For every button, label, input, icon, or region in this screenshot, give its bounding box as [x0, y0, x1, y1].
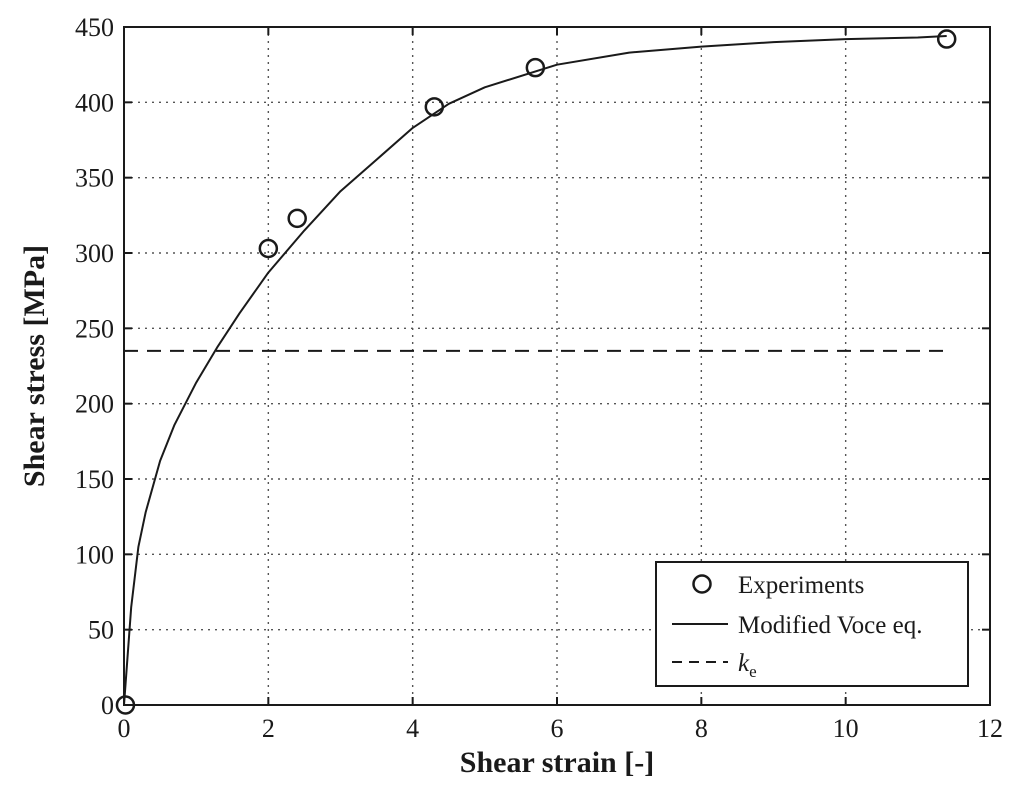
x-tick-label-2: 2 — [262, 714, 275, 743]
x-tick-label-10: 10 — [833, 714, 859, 743]
y-axis-label: Shear stress [MPa] — [18, 245, 51, 487]
x-axis-label: Shear strain [-] — [460, 746, 654, 779]
y-tick-label-100: 100 — [75, 540, 114, 569]
y-tick-label-450: 450 — [75, 13, 114, 42]
legend-label-ke-main: k — [738, 650, 750, 677]
x-tick-label-6: 6 — [551, 714, 564, 743]
y-tick-label-400: 400 — [75, 88, 114, 117]
x-tick-label-0: 0 — [118, 714, 131, 743]
legend-label-experiments: Experiments — [738, 572, 864, 599]
data-point-0-2 — [287, 208, 307, 229]
data-series — [115, 29, 957, 715]
data-point-0-1 — [258, 238, 279, 259]
y-tick-label-50: 50 — [88, 616, 114, 645]
data-point-0-5 — [936, 29, 957, 49]
y-tick-label-300: 300 — [75, 239, 114, 268]
legend: Experiments Modified Voce eq. ke — [655, 561, 969, 687]
x-tick-label-12: 12 — [977, 714, 1003, 743]
axis-ticks: 0 2 4 6 8 10 12 0 50 100 150 200 250 300 350 400 450 — [75, 13, 1003, 743]
data-point-0-4 — [525, 57, 546, 78]
y-tick-label-0: 0 — [101, 691, 114, 720]
x-tick-label-4: 4 — [406, 714, 419, 743]
legend-label-voce: Modified Voce eq. — [738, 612, 922, 639]
x-tick-label-8: 8 — [695, 714, 708, 743]
grid-lines — [124, 27, 990, 705]
y-tick-label-200: 200 — [75, 390, 114, 419]
legend-marker-experiments — [692, 574, 712, 594]
y-tick-label-150: 150 — [75, 465, 114, 494]
series-line-1 — [123, 35, 947, 706]
legend-label-ke-subscript: e — [749, 662, 757, 681]
y-tick-label-350: 350 — [75, 164, 114, 193]
y-tick-label-250: 250 — [75, 314, 114, 343]
legend-label-ke: ke — [738, 650, 757, 681]
